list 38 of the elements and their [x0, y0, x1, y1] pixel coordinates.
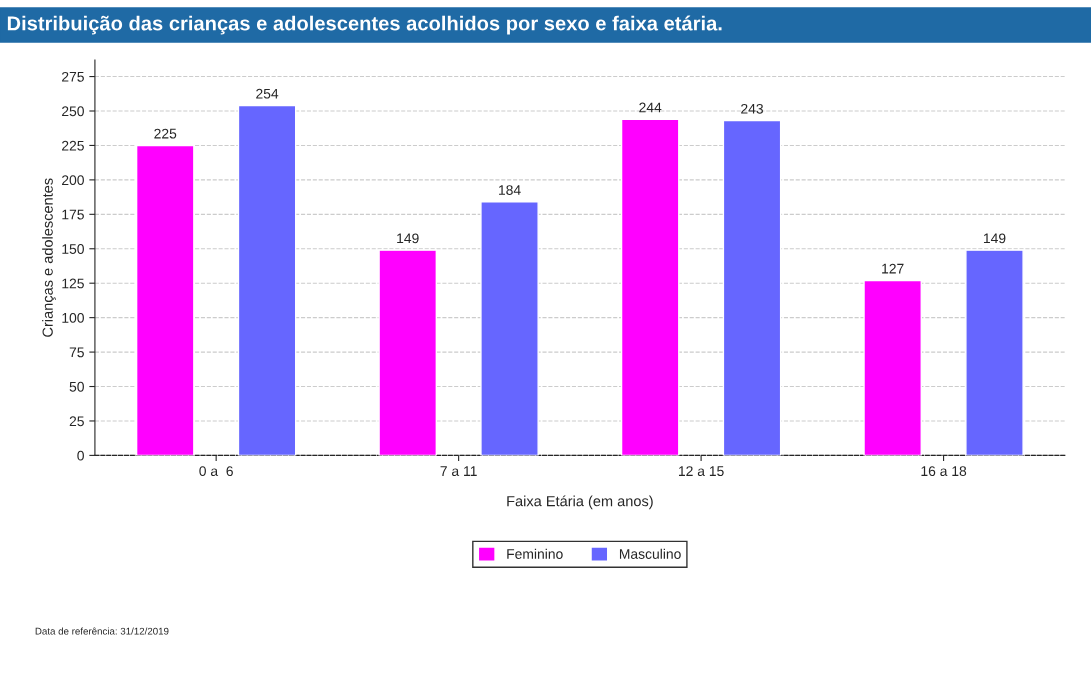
y-tick-label: 75 [69, 347, 84, 358]
bar [135, 144, 195, 456]
y-tick-label: 200 [62, 175, 84, 186]
data-label: 149 [983, 233, 1006, 244]
y-tick-label: 150 [62, 244, 84, 254]
y-tick-label: 25 [69, 416, 84, 427]
x-tick-label: 16 a 18 [921, 466, 967, 477]
bar [378, 249, 438, 456]
y-tick-label: 275 [62, 71, 84, 82]
chart-title: Distribuição das crianças e adolescentes acolhidos por sexo e faixa etária. [7, 15, 722, 35]
bar [965, 249, 1024, 456]
bar [480, 201, 539, 456]
data-label: 184 [499, 185, 521, 196]
bar [237, 104, 297, 456]
bar [722, 119, 782, 456]
y-axis-title: Crianças e adolescentes [42, 178, 56, 337]
legend-label: Masculino [619, 548, 681, 559]
y-tick-label: 125 [62, 278, 84, 289]
data-label: 244 [639, 102, 662, 113]
data-label: 243 [741, 103, 763, 114]
y-tick-label: 100 [62, 312, 84, 323]
y-tick-label: 250 [62, 106, 84, 117]
bar [620, 118, 680, 456]
y-tick-label: 50 [69, 381, 84, 392]
y-tick-label: 225 [62, 140, 84, 151]
data-label: 127 [882, 263, 904, 274]
x-tick-label: 0 a 6 [199, 466, 233, 477]
y-tick-label: 175 [62, 209, 84, 220]
x-tick-label: 12 a 15 [679, 466, 724, 477]
x-axis-title: Faixa Etária (em anos) [507, 495, 653, 510]
y-tick-label: 0 [77, 450, 84, 461]
data-label: 254 [256, 88, 279, 99]
text: Data de referência: 31/12/2019 [35, 627, 169, 635]
x-tick-label: 7 a 11 [440, 466, 477, 477]
data-label: 225 [154, 128, 177, 139]
data-label: 149 [397, 233, 419, 244]
bar [863, 279, 922, 456]
legend-label: Feminino [507, 548, 563, 559]
